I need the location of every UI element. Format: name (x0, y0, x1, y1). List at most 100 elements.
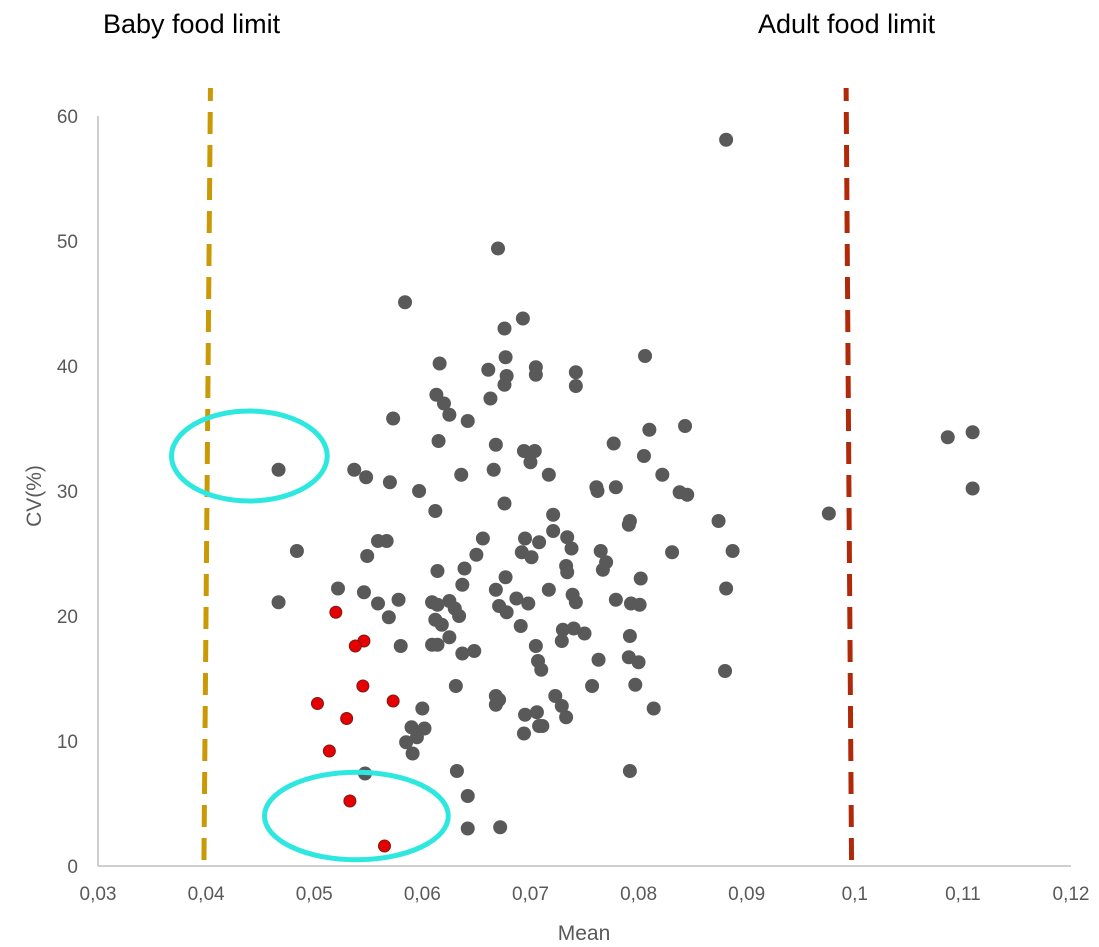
data-point (331, 581, 346, 596)
data-point (554, 699, 569, 713)
data-point (965, 481, 980, 496)
data-points (271, 132, 980, 853)
data-point (393, 639, 408, 653)
data-point (524, 550, 539, 565)
data-point (559, 710, 574, 725)
data-point (593, 544, 608, 558)
baby-food-limit-line (201, 87, 213, 861)
y-tick-label: 20 (57, 607, 78, 628)
data-point (548, 689, 563, 703)
data-point (455, 646, 470, 661)
data-point (546, 507, 561, 522)
data-point (534, 662, 549, 677)
highlighted-data-point (386, 694, 400, 708)
data-point (516, 726, 531, 741)
data-point (460, 789, 475, 803)
data-point (622, 629, 637, 643)
data-point (452, 609, 467, 623)
x-tick-label: 0,04 (188, 884, 225, 905)
data-point (497, 496, 512, 511)
data-point (608, 480, 623, 495)
data-point (488, 437, 503, 452)
data-point (405, 746, 420, 761)
data-point (497, 321, 512, 336)
data-point (628, 677, 643, 692)
data-point (680, 487, 695, 502)
x-tick-label: 0,06 (404, 884, 441, 905)
x-tick-label: 0,11 (945, 884, 981, 905)
data-point (631, 655, 646, 670)
data-point (497, 377, 512, 392)
x-tick-label: 0,09 (728, 884, 765, 905)
data-point (608, 592, 623, 607)
data-point (518, 531, 533, 546)
data-point (585, 679, 600, 693)
data-point (719, 132, 734, 147)
data-point (415, 701, 430, 716)
data-point (467, 644, 482, 658)
data-point (606, 436, 621, 451)
y-tick-label: 30 (57, 482, 78, 503)
data-point (432, 356, 447, 371)
data-point (546, 524, 561, 538)
data-point (528, 639, 543, 653)
data-point (642, 422, 657, 437)
data-point (568, 379, 583, 393)
highlighted-data-point (377, 839, 391, 853)
y-tick-label: 60 (57, 107, 78, 128)
data-point (399, 735, 414, 750)
data-point (382, 475, 397, 490)
data-point (566, 621, 581, 636)
data-point (633, 571, 648, 586)
adult-food-limit-title: Adult food limit (758, 9, 936, 39)
data-point (430, 564, 445, 578)
data-point (434, 617, 449, 632)
y-tick-label: 0 (67, 857, 78, 878)
y-tick-label: 10 (57, 732, 78, 753)
x-axis-title: Mean (558, 922, 611, 945)
highlight-ellipse (261, 769, 451, 863)
data-point (391, 592, 406, 607)
data-point (398, 295, 413, 310)
data-point (965, 425, 980, 440)
data-point (488, 582, 503, 597)
highlighted-data-point (348, 639, 362, 653)
data-point (940, 430, 955, 445)
data-point (371, 534, 386, 548)
data-point (591, 652, 606, 667)
data-point (541, 582, 556, 597)
data-point (541, 467, 556, 482)
data-point (481, 362, 496, 377)
data-point (711, 514, 726, 528)
data-point (371, 596, 386, 611)
data-point (509, 591, 524, 606)
highlighted-data-point (340, 712, 354, 725)
data-point (529, 705, 544, 720)
data-point (491, 241, 506, 256)
data-point (460, 821, 475, 836)
data-point (448, 679, 463, 693)
data-point (521, 596, 536, 611)
x-tick-label: 0,05 (296, 884, 333, 905)
reference-lines (201, 87, 855, 861)
data-point (555, 622, 570, 637)
data-point (449, 764, 464, 778)
data-point (499, 605, 514, 620)
y-tick-labels: 0 10 20 30 40 50 60 (57, 107, 78, 878)
data-point (718, 664, 733, 678)
adult-food-limit-line (843, 87, 855, 861)
highlight-ellipse (169, 408, 330, 504)
data-point (454, 467, 469, 482)
data-point (621, 517, 636, 532)
data-point (719, 581, 734, 596)
y-tick-label: 40 (57, 357, 78, 378)
data-point (513, 619, 528, 633)
data-point (428, 504, 443, 518)
baby-food-limit-title: Baby food limit (103, 9, 281, 39)
highlight-ellipses (169, 408, 451, 863)
data-point (381, 610, 396, 625)
data-point (523, 455, 538, 470)
x-tick-label: 0,08 (620, 884, 657, 905)
data-point (359, 470, 374, 485)
